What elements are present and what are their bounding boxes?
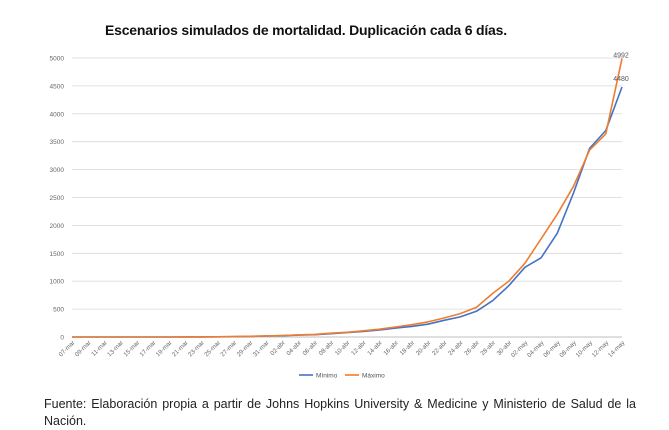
series-line-minimo: [72, 86, 623, 338]
x-tick-label: 26-abr: [463, 339, 481, 357]
x-tick-label: 16-abr: [382, 339, 400, 357]
x-tick-label: 14-abr: [366, 339, 384, 357]
x-tick-label: 27-mar: [219, 339, 238, 358]
x-tick-label: 13-mar: [106, 339, 125, 358]
legend-label-maximo: Máximo: [362, 372, 385, 379]
x-tick-label: 25-mar: [203, 339, 222, 358]
y-tick-label: 3500: [50, 139, 65, 146]
y-tick-label: 2000: [50, 223, 65, 230]
x-tick-label: 29-mar: [236, 339, 255, 358]
legend-label-minimo: Mínimo: [316, 372, 338, 379]
series-line-maximo: [72, 58, 623, 338]
x-tick-label: 18-abr: [399, 339, 417, 357]
x-tick-label: 10-abr: [334, 339, 352, 357]
x-tick-label: 21-mar: [171, 339, 190, 358]
x-tick-label: 22-abr: [431, 339, 449, 357]
x-tick-label: 06-abr: [301, 339, 319, 357]
data-label-maximo: 4992: [613, 52, 629, 59]
x-tick-label: 11-mar: [90, 339, 108, 357]
source-note: Fuente: Elaboración propia a partir de J…: [44, 397, 636, 428]
y-tick-label: 5000: [50, 56, 65, 63]
mortality-line-chart: 0 500 1000 1500 2000 2500 3000 3500 4000 4500 5000…: [50, 52, 629, 379]
y-tick-label: 3000: [50, 167, 65, 174]
data-label-minimo: 4480: [613, 76, 629, 83]
x-tick-label: 14-may: [607, 339, 627, 359]
x-tick-label: 04-abr: [285, 339, 303, 357]
y-tick-label: 500: [53, 307, 64, 314]
x-tick-label: 28-abr: [479, 339, 497, 357]
x-tick-label: 09-mar: [74, 339, 93, 358]
x-tick-label: 15-mar: [122, 339, 141, 358]
y-tick-label: 0: [60, 335, 64, 342]
chart-title: Escenarios simulados de mortalidad. Dupl…: [105, 22, 507, 38]
x-tick-label: 08-abr: [318, 339, 336, 357]
x-tick-label: 07-mar: [58, 339, 77, 358]
y-tick-label: 1000: [50, 279, 65, 286]
y-tick-label: 4000: [50, 111, 65, 118]
x-tick-label: 19-mar: [155, 339, 174, 358]
y-tick-label: 1500: [50, 251, 65, 258]
x-tick-label: 31-mar: [252, 339, 271, 358]
x-tick-label: 23-mar: [187, 339, 206, 358]
y-tick-label: 4500: [50, 83, 65, 90]
x-tick-label: 17-mar: [138, 339, 157, 358]
y-tick-label: 2500: [50, 195, 65, 202]
x-tick-label: 02-abr: [269, 339, 287, 357]
x-tick-label: 12-abr: [350, 339, 368, 357]
x-tick-label: 24-abr: [447, 339, 465, 357]
x-tick-label: 20-abr: [415, 339, 433, 357]
